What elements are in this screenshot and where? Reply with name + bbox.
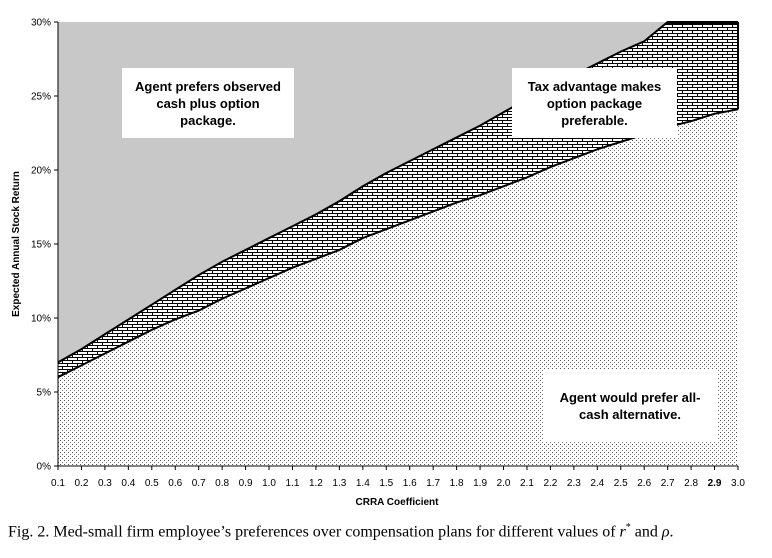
annotation-line: cash plus option [156, 95, 260, 111]
annotation-line: Tax advantage makes [527, 78, 662, 94]
x-tick-label: 2.4 [590, 478, 604, 489]
x-tick-label: 1.2 [309, 478, 323, 489]
annotation-line: preferable. [561, 112, 628, 128]
x-tick-label: 2.8 [684, 478, 698, 489]
caption-rho-symbol: ρ [661, 523, 670, 541]
y-tick-label: 20% [31, 166, 51, 177]
y-tick-label: 25% [31, 92, 51, 103]
x-tick-label: 1.4 [356, 478, 370, 489]
x-tick-label: 1.6 [403, 478, 417, 489]
x-tick-label: 0.7 [192, 478, 206, 489]
x-tick-label: 0.2 [74, 478, 88, 489]
y-tick-label: 15% [31, 240, 51, 251]
x-axis-label: CRRA Coefficient [356, 497, 440, 508]
x-tick-label: 1.1 [286, 478, 300, 489]
annotation-line: package. [180, 112, 236, 128]
x-tick-label: 0.5 [145, 478, 159, 489]
x-tick-label: 2.7 [661, 478, 675, 489]
figure-caption: Fig. 2. Med-small firm employee’s prefer… [8, 522, 768, 541]
y-tick-label: 10% [31, 314, 51, 325]
x-tick-label: 0.8 [215, 478, 229, 489]
annotation-line: cash alternative. [579, 407, 681, 422]
x-tick-label: 2.9 [708, 478, 722, 489]
y-tick-label: 0% [37, 462, 52, 473]
series-lower-boundary-line [57, 108, 739, 379]
x-tick-label: 1.8 [450, 478, 464, 489]
x-tick-label: 2.5 [614, 478, 628, 489]
annotation-line: Agent would prefer all- [559, 390, 701, 405]
x-tick-label: 3.0 [731, 478, 745, 489]
x-tick-label: 2.2 [543, 478, 557, 489]
x-tick-label: 2.1 [520, 478, 534, 489]
y-tick-label: 5% [37, 388, 52, 399]
axes: 0% 5% 10% 15% 20% 25% 30% 0.1 0.2 0.3 0.4 0.5 0.6 0.7… [31, 18, 745, 490]
caption-end: . [669, 523, 674, 541]
caption-star: * [625, 522, 631, 533]
x-tick-label: 1.0 [262, 478, 276, 489]
annotation-all-cash: Agent would prefer all- cash alternative… [543, 370, 717, 442]
x-tick-label: 1.7 [426, 478, 440, 489]
annotation-line: option package [546, 95, 643, 111]
x-tick-label: 2.6 [637, 478, 651, 489]
x-tick-label: 2.3 [567, 478, 581, 489]
caption-r-symbol: r [619, 523, 626, 541]
x-tick-label: 0.3 [98, 478, 112, 489]
x-tick-label: 0.4 [121, 478, 135, 489]
annotation-cash-plus-option: Agent prefers observed cash plus option … [122, 68, 294, 138]
caption-and: and [630, 523, 662, 541]
x-tick-label: 1.9 [473, 478, 487, 489]
caption-text: Fig. 2. Med-small firm employee’s prefer… [8, 523, 620, 541]
annotation-line: Agent prefers observed [135, 78, 281, 94]
x-tick-label: 2.0 [497, 478, 511, 489]
series-upper-boundary-line [57, 21, 738, 364]
y-tick-label: 30% [31, 18, 51, 29]
x-tick-label: 0.1 [51, 478, 65, 489]
annotation-tax-advantage: Tax advantage makes option package prefe… [512, 68, 677, 138]
x-tick-label: 0.9 [239, 478, 253, 489]
x-tick-label: 1.3 [332, 478, 346, 489]
x-tick-label: 1.5 [379, 478, 393, 489]
x-tick-label: 0.6 [168, 478, 182, 489]
y-axis-label: Expected Annual Stock Return [11, 171, 22, 317]
